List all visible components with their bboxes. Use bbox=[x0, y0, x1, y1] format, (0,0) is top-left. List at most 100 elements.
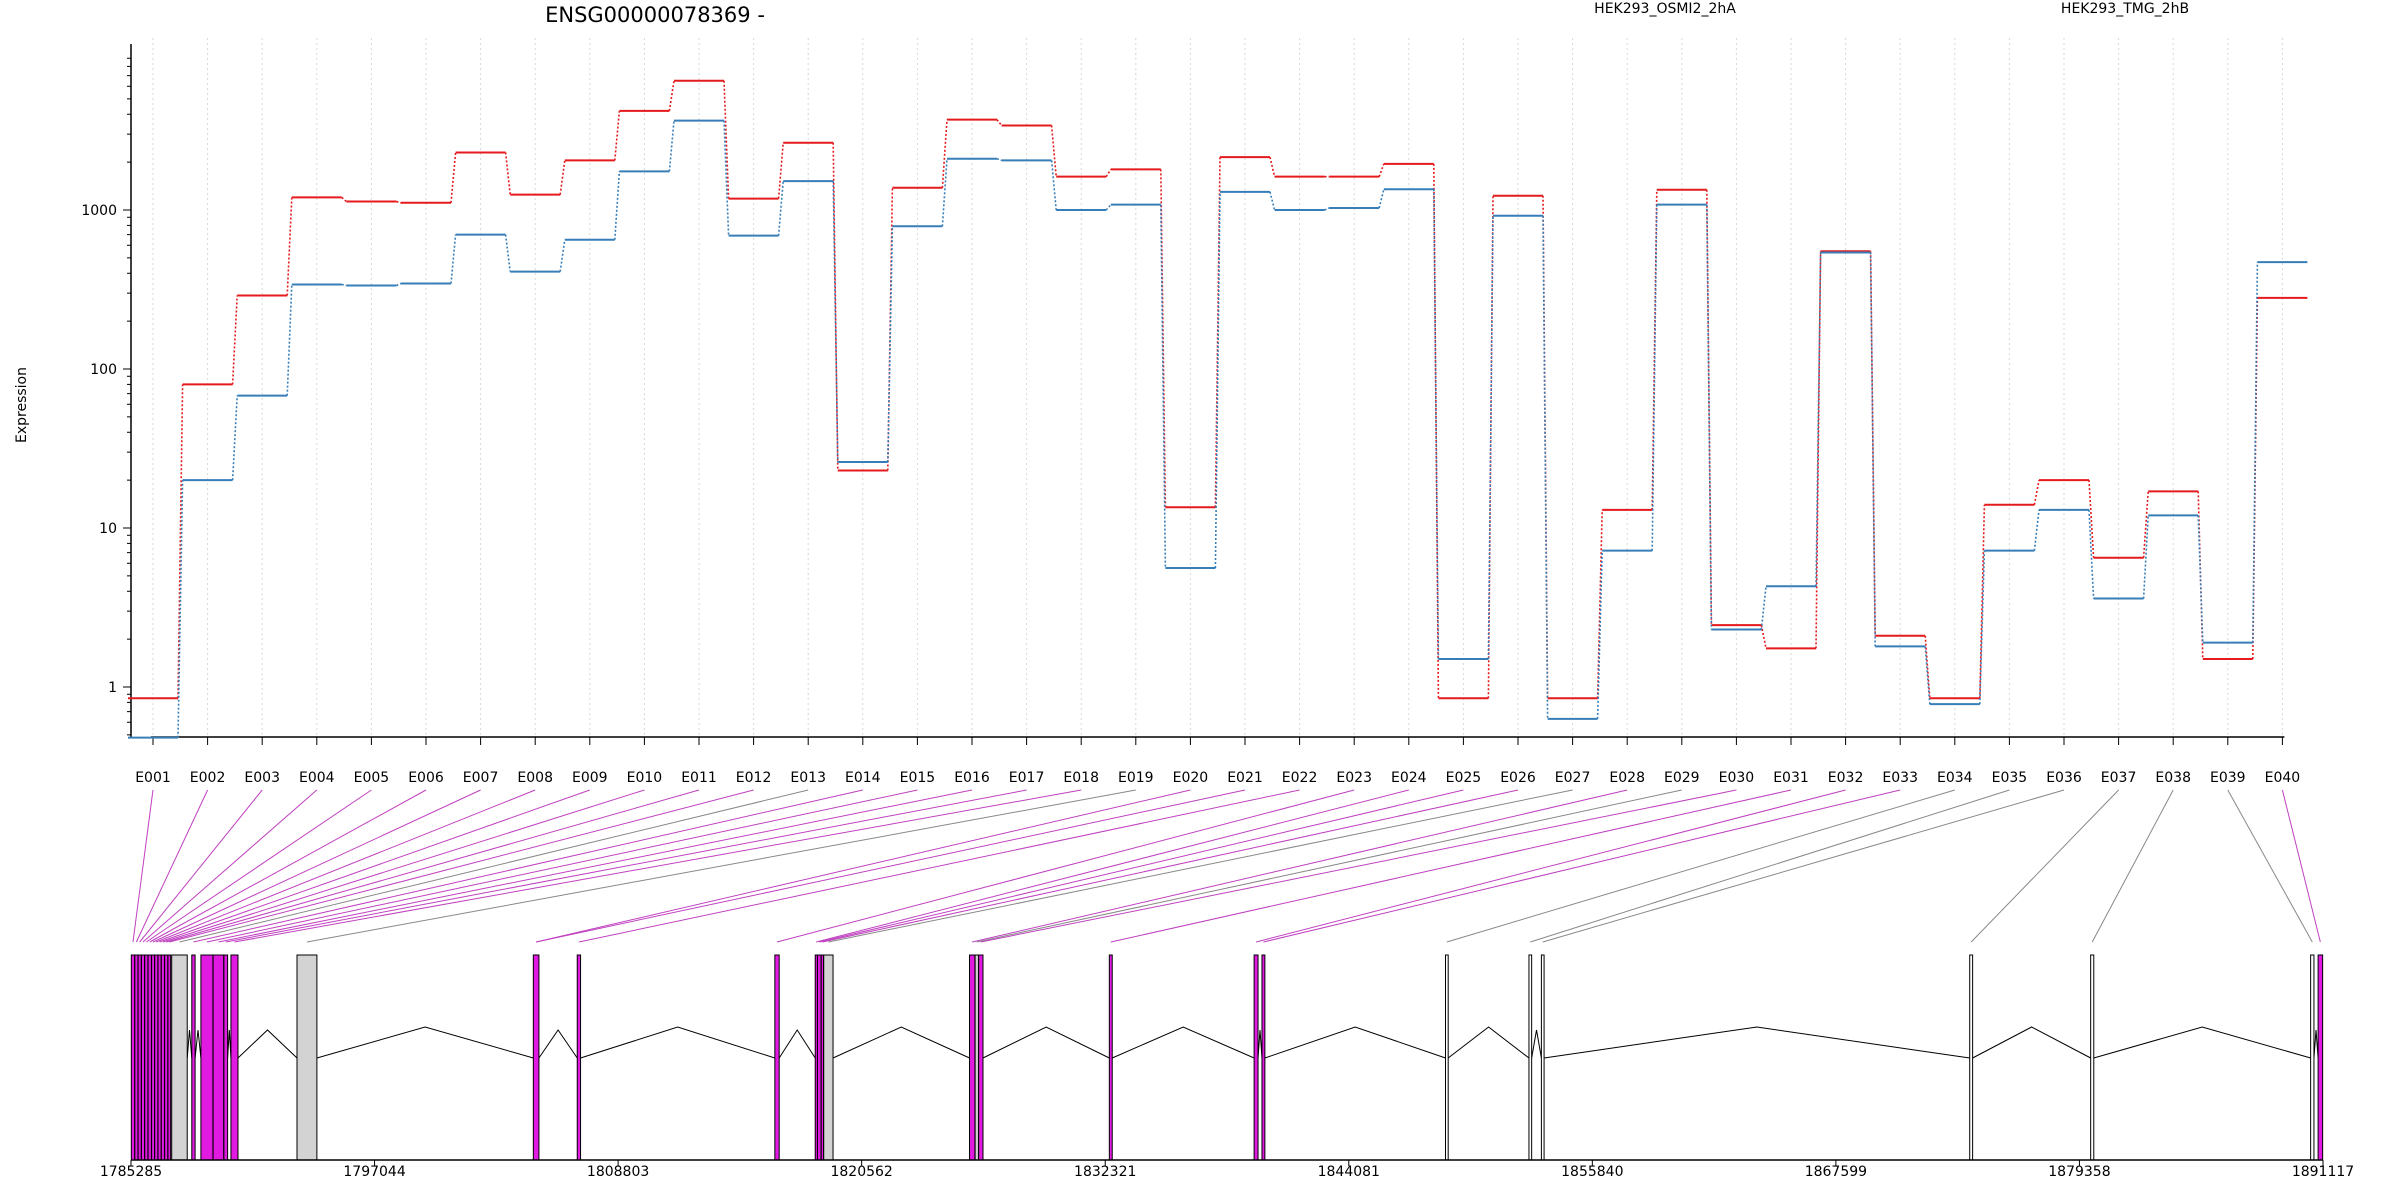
y-tick-label: 10 bbox=[99, 521, 117, 537]
series-0-step bbox=[1869, 251, 1876, 636]
intron bbox=[580, 1026, 775, 1059]
series-0-step bbox=[2033, 479, 2040, 505]
series-1-step bbox=[396, 282, 402, 287]
connector-E036 bbox=[1542, 789, 2065, 943]
exon-box bbox=[820, 954, 825, 1161]
series-1-step bbox=[1050, 160, 1057, 211]
connector-E021 bbox=[536, 789, 1246, 943]
series-0-step bbox=[559, 160, 566, 195]
exon-box bbox=[154, 954, 159, 1161]
exon-box bbox=[774, 954, 780, 1161]
exon-box bbox=[151, 954, 156, 1161]
connector-E037 bbox=[1970, 789, 2119, 943]
genomic-tick-label: 1820562 bbox=[830, 1164, 892, 1180]
connector-E008 bbox=[156, 789, 536, 943]
x-tick-label-E027: E027 bbox=[1555, 770, 1591, 786]
exon-box bbox=[144, 954, 149, 1161]
y-axis: 1 10 100 1000 bbox=[81, 44, 132, 737]
connector-E027 bbox=[828, 789, 1573, 943]
series-0-step bbox=[1105, 168, 1112, 178]
legend-entry-tmg: HEK293_TMG_2hB bbox=[2061, 1, 2189, 17]
intron bbox=[1112, 1026, 1255, 1059]
connector-E030 bbox=[980, 789, 1737, 943]
x-tick-label-E007: E007 bbox=[463, 770, 499, 786]
x-tick-label-E021: E021 bbox=[1227, 770, 1263, 786]
series-1-step bbox=[1269, 191, 1276, 211]
exon-box bbox=[817, 954, 822, 1161]
exon-box bbox=[974, 954, 979, 1161]
x-tick-label-E001: E001 bbox=[135, 770, 171, 786]
connector-E024 bbox=[816, 789, 1409, 943]
series-0-step bbox=[1433, 163, 1440, 699]
x-tick-label-E035: E035 bbox=[1992, 770, 2028, 786]
exon-box bbox=[2090, 954, 2095, 1161]
x-tick-label-E013: E013 bbox=[790, 770, 826, 786]
chart-title: ENSG00000078369 - bbox=[545, 3, 765, 27]
series-0-step bbox=[286, 197, 293, 296]
connector-E022 bbox=[578, 789, 1300, 943]
series-1-step bbox=[1105, 204, 1112, 211]
series-0-step bbox=[668, 80, 675, 112]
intron bbox=[832, 1026, 970, 1059]
genomic-tick-label: 1879358 bbox=[2048, 1164, 2110, 1180]
connector-E039 bbox=[2227, 789, 2313, 943]
series-0-step bbox=[2142, 491, 2149, 558]
connector-E017 bbox=[225, 789, 1027, 943]
exon-box bbox=[164, 954, 169, 1161]
exon-box bbox=[223, 954, 229, 1161]
series-1-step bbox=[341, 283, 347, 287]
exon-box bbox=[140, 954, 146, 1161]
series-0-step bbox=[777, 142, 784, 199]
exon-box bbox=[157, 954, 162, 1161]
genomic-tick-label: 1785285 bbox=[100, 1164, 162, 1180]
genomic-tick-label: 1808803 bbox=[587, 1164, 649, 1180]
intron bbox=[538, 1029, 578, 1059]
exon-box bbox=[532, 954, 540, 1161]
x-tick-label-E010: E010 bbox=[627, 770, 663, 786]
connector-E038 bbox=[2091, 789, 2174, 943]
series-0-step bbox=[832, 142, 839, 471]
intron bbox=[194, 1029, 202, 1059]
x-tick-label-E023: E023 bbox=[1336, 770, 1372, 786]
x-tick-label-E006: E006 bbox=[408, 770, 444, 786]
x-tick-label-E026: E026 bbox=[1500, 770, 1536, 786]
connector-E023 bbox=[776, 789, 1355, 943]
series-0-step bbox=[396, 200, 402, 204]
y-tick-label: 1000 bbox=[81, 203, 117, 219]
series-1-step bbox=[1869, 252, 1876, 647]
series-0-step bbox=[614, 110, 621, 161]
exon-box bbox=[1528, 954, 1533, 1161]
exon-box bbox=[167, 954, 172, 1161]
x-tick-label-E012: E012 bbox=[736, 770, 772, 786]
series-0-step bbox=[1542, 195, 1549, 699]
exon-gridlines bbox=[152, 38, 2283, 737]
y-tick-label: 100 bbox=[90, 362, 117, 378]
x-tick-label-E009: E009 bbox=[572, 770, 608, 786]
x-tick-label-E032: E032 bbox=[1828, 770, 1864, 786]
x-tick-label-E029: E029 bbox=[1664, 770, 1700, 786]
exon-box bbox=[2310, 954, 2315, 1161]
series-0-step bbox=[2088, 480, 2095, 558]
exon-box bbox=[296, 954, 318, 1161]
series-layer bbox=[128, 79, 2308, 739]
genomic-coordinate-axis: 1785285 1797044 1808803 1820562 1832321 18440… bbox=[100, 1159, 2354, 1180]
y-axis-label: Expression bbox=[14, 367, 30, 443]
exon-connector-lines bbox=[132, 789, 2321, 943]
genomic-tick-label: 1844081 bbox=[1318, 1164, 1380, 1180]
exon-box bbox=[823, 954, 834, 1161]
series-1-step bbox=[1160, 204, 1167, 569]
x-tick-label-E038: E038 bbox=[2155, 770, 2191, 786]
legend-entry-osmi2: HEK293_OSMI2_2hA bbox=[1594, 1, 1736, 17]
exon-box bbox=[978, 954, 984, 1161]
intron bbox=[1264, 1026, 1446, 1059]
exon-box bbox=[1540, 954, 1545, 1161]
intron bbox=[1972, 1026, 2091, 1059]
series-1-step bbox=[1324, 207, 1330, 211]
connector-E013 bbox=[179, 789, 809, 943]
series-1 bbox=[128, 119, 2308, 739]
genomic-tick-label: 1867599 bbox=[1805, 1164, 1867, 1180]
x-tick-label-E025: E025 bbox=[1446, 770, 1482, 786]
connector-E035 bbox=[1530, 789, 2010, 943]
x-tick-label-E011: E011 bbox=[681, 770, 717, 786]
series-1-step bbox=[614, 171, 621, 240]
